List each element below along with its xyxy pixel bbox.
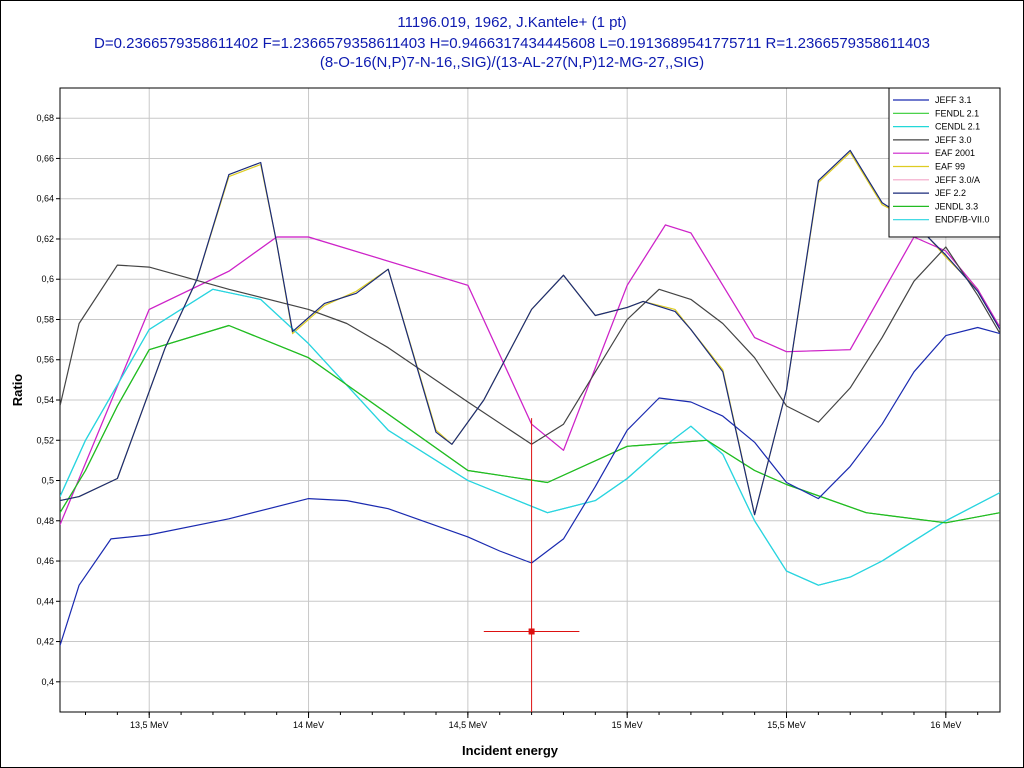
y-tick-label: 0,62 bbox=[36, 234, 54, 244]
legend-entry-label: JEFF 3.1 bbox=[935, 95, 972, 105]
x-tick-label: 15,5 MeV bbox=[767, 720, 806, 730]
series-line-endf-b-vii-0 bbox=[60, 288, 1000, 586]
legend-entry-label: FENDL 2.1 bbox=[935, 108, 979, 118]
y-tick-label: 0,46 bbox=[36, 556, 54, 566]
legend-entry-label: JEF 2.2 bbox=[935, 188, 966, 198]
experimental-data-point bbox=[528, 628, 535, 635]
chart-subtitle-reaction: (8-O-16(N,P)7-N-16,,SIG)/(13-AL-27(N,P)1… bbox=[319, 54, 705, 71]
plot-border bbox=[59, 87, 1001, 713]
x-tick-label: 14,5 MeV bbox=[449, 720, 488, 730]
series-line-jendl-3-3 bbox=[60, 324, 1000, 524]
chart-title: 11196.019, 1962, J.Kantele+ (1 pt) bbox=[397, 14, 627, 31]
series-group bbox=[60, 149, 1000, 712]
y-tick-label: 0,58 bbox=[36, 314, 54, 324]
y-tick-label: 0,5 bbox=[41, 476, 54, 486]
series-line-jef-2-2 bbox=[60, 149, 1000, 516]
legend-entry-label: CENDL 2.1 bbox=[935, 122, 980, 132]
y-tick-label: 0,42 bbox=[36, 637, 54, 647]
y-tick-label: 0,54 bbox=[36, 395, 54, 405]
y-tick-label: 0,48 bbox=[36, 516, 54, 526]
x-tick-label: 15 MeV bbox=[612, 720, 643, 730]
legend-entry-label: ENDF/B-VII.0 bbox=[935, 215, 990, 225]
legend-entry-label: JEFF 3.0/A bbox=[935, 175, 980, 185]
y-tick-label: 0,66 bbox=[36, 153, 54, 163]
series-line-jeff-3-0 bbox=[60, 246, 1000, 445]
y-tick-label: 0,56 bbox=[36, 355, 54, 365]
y-tick-label: 0,52 bbox=[36, 435, 54, 445]
legend-entry-label: EAF 2001 bbox=[935, 148, 975, 158]
x-tick-label: 14 MeV bbox=[293, 720, 324, 730]
x-tick-label: 13,5 MeV bbox=[130, 720, 169, 730]
legend-entry-label: EAF 99 bbox=[935, 162, 965, 172]
x-tick-label: 16 MeV bbox=[930, 720, 961, 730]
y-tick-label: 0,44 bbox=[36, 596, 54, 606]
series-line-jeff-3-1 bbox=[60, 326, 1000, 646]
y-tick-label: 0,4 bbox=[41, 677, 54, 687]
x-axis-label: Incident energy bbox=[462, 743, 559, 758]
y-tick-label: 0,64 bbox=[36, 194, 54, 204]
y-tick-label: 0,68 bbox=[36, 113, 54, 123]
legend-entry-label: JEFF 3.0 bbox=[935, 135, 972, 145]
chart-subtitle-parameters: D=0.2366579358611402 F=1.236657935861140… bbox=[94, 35, 930, 52]
legend-entry-label: JENDL 3.3 bbox=[935, 201, 978, 211]
legend: JEFF 3.1 FENDL 2.1 CENDL 2.1 JEFF 3.0 EAF 20… bbox=[888, 87, 1001, 238]
y-axis-label: Ratio bbox=[10, 374, 25, 407]
series-line-eaf-2001 bbox=[60, 224, 1000, 526]
y-tick-label: 0,6 bbox=[41, 274, 54, 284]
